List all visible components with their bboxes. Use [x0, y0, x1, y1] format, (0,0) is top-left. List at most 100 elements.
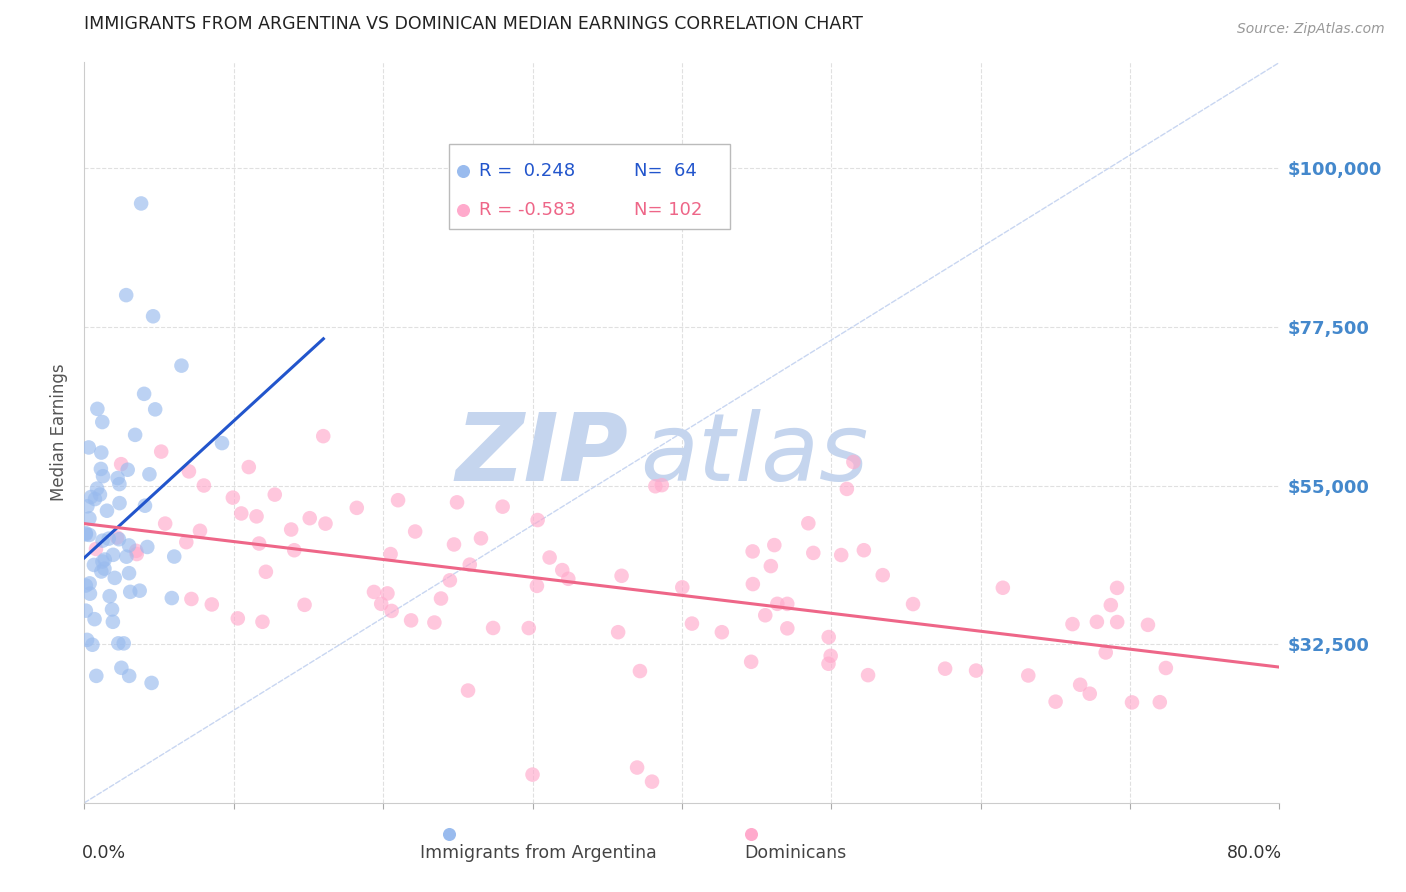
Point	[153, 516, 176, 531]
Point	[446, 495, 468, 509]
Point	[607, 625, 630, 640]
Point	[443, 537, 465, 551]
Point	[193, 478, 215, 492]
Point	[557, 572, 579, 586]
Point	[830, 548, 852, 562]
Point	[346, 500, 368, 515]
Point	[492, 500, 515, 514]
Point	[651, 478, 673, 492]
Point	[101, 615, 124, 629]
Point	[82, 638, 104, 652]
Point	[754, 608, 776, 623]
Point	[107, 471, 129, 485]
Point	[741, 577, 763, 591]
Point	[110, 457, 132, 471]
Point	[470, 531, 492, 545]
Text: Source: ZipAtlas.com: Source: ZipAtlas.com	[1237, 22, 1385, 37]
Point	[117, 463, 139, 477]
Point	[90, 565, 112, 579]
Point	[458, 558, 481, 572]
Point	[91, 533, 114, 548]
Point	[138, 467, 160, 482]
Point	[93, 552, 115, 566]
Point	[83, 558, 105, 572]
Point	[170, 359, 193, 373]
Point	[294, 598, 316, 612]
Point	[79, 528, 101, 542]
Point	[245, 509, 267, 524]
Text: 0.0%: 0.0%	[82, 844, 127, 862]
Point	[108, 496, 131, 510]
Point	[108, 477, 131, 491]
Point	[1121, 695, 1143, 709]
Point	[90, 462, 112, 476]
Point	[125, 544, 148, 558]
Point	[211, 436, 233, 450]
Point	[101, 602, 124, 616]
Point	[118, 566, 141, 581]
Point	[681, 616, 703, 631]
Point	[1107, 615, 1129, 629]
Point	[132, 387, 156, 401]
Point	[1069, 678, 1091, 692]
Point	[84, 541, 107, 556]
Point	[86, 401, 108, 416]
Point	[90, 445, 112, 459]
Text: Dominicans: Dominicans	[744, 844, 846, 862]
Text: N= 102: N= 102	[634, 202, 703, 219]
Point	[363, 585, 385, 599]
Point	[252, 615, 274, 629]
Point	[91, 555, 114, 569]
Point	[222, 491, 245, 505]
Point	[482, 621, 505, 635]
Text: N=  64: N= 64	[634, 162, 697, 180]
Point	[522, 767, 544, 781]
Point	[381, 604, 404, 618]
Point	[150, 444, 173, 458]
Point	[283, 543, 305, 558]
Point	[817, 630, 839, 644]
Point	[710, 625, 733, 640]
Point	[75, 604, 97, 618]
Point	[143, 402, 166, 417]
Point	[517, 621, 540, 635]
Text: R = -0.583: R = -0.583	[479, 202, 575, 219]
Point	[457, 683, 479, 698]
Text: atlas: atlas	[640, 409, 869, 500]
Point	[177, 464, 200, 478]
Point	[991, 581, 1014, 595]
Y-axis label: Median Earnings: Median Earnings	[51, 364, 69, 501]
Point	[75, 526, 97, 541]
Point	[671, 580, 693, 594]
FancyBboxPatch shape	[449, 144, 730, 229]
Point	[741, 544, 763, 558]
Point	[740, 655, 762, 669]
Point	[104, 571, 127, 585]
Point	[98, 589, 121, 603]
Point	[238, 460, 260, 475]
Point	[226, 611, 249, 625]
Point	[526, 579, 548, 593]
Point	[628, 664, 651, 678]
Point	[797, 516, 820, 531]
Point	[610, 569, 633, 583]
Point	[1045, 695, 1067, 709]
Point	[901, 597, 924, 611]
Point	[852, 543, 875, 558]
Point	[93, 561, 115, 575]
Point	[125, 547, 148, 561]
Point	[763, 538, 786, 552]
Point	[626, 760, 648, 774]
Point	[89, 487, 111, 501]
Point	[76, 632, 98, 647]
Point	[105, 531, 128, 545]
Text: 80.0%: 80.0%	[1226, 844, 1282, 862]
Point	[79, 576, 101, 591]
Point	[97, 532, 120, 546]
Point	[315, 516, 337, 531]
Point	[174, 535, 197, 549]
Point	[280, 523, 302, 537]
Point	[1094, 645, 1116, 659]
Point	[820, 648, 842, 663]
Point	[101, 548, 124, 562]
